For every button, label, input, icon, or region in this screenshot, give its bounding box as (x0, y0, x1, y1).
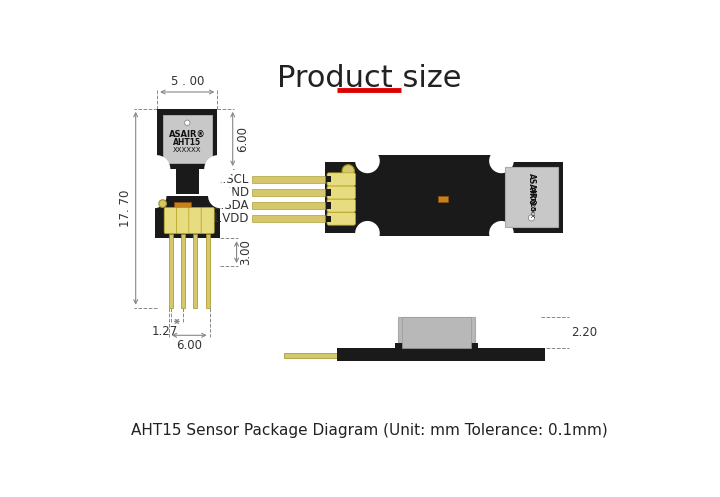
Circle shape (489, 149, 514, 173)
Bar (163, 115, 212, 163)
Bar (168, 235, 173, 308)
Text: AHT15: AHT15 (174, 138, 202, 147)
Text: ASAIR®: ASAIR® (169, 130, 206, 139)
Bar (365, 155, 504, 236)
Circle shape (355, 221, 379, 246)
Bar (326, 216, 330, 222)
Bar (325, 162, 372, 233)
Circle shape (142, 183, 166, 208)
Text: 2.SDA: 2.SDA (213, 199, 249, 212)
Circle shape (143, 155, 171, 183)
Bar (206, 235, 210, 308)
Bar (252, 175, 325, 183)
Bar (337, 347, 544, 361)
Bar (155, 196, 220, 238)
Bar (398, 317, 475, 347)
Text: Product size: Product size (276, 65, 462, 93)
Text: 3.00: 3.00 (240, 239, 253, 265)
FancyBboxPatch shape (201, 207, 215, 234)
Text: 17. 70: 17. 70 (119, 189, 132, 227)
FancyBboxPatch shape (327, 186, 356, 199)
Text: 1.VDD: 1.VDD (212, 212, 249, 225)
Bar (395, 343, 478, 361)
Circle shape (342, 165, 354, 177)
FancyBboxPatch shape (327, 173, 356, 186)
FancyBboxPatch shape (189, 207, 202, 234)
Text: 5 . 00: 5 . 00 (171, 75, 204, 88)
Text: 6.00: 6.00 (176, 339, 202, 352)
Circle shape (208, 183, 233, 208)
Bar (326, 176, 330, 182)
Bar (337, 347, 346, 360)
Bar (438, 196, 448, 202)
Text: ASAIR®: ASAIR® (527, 172, 536, 206)
Bar (402, 317, 472, 347)
FancyBboxPatch shape (176, 207, 189, 234)
Bar (326, 189, 330, 195)
FancyBboxPatch shape (164, 207, 177, 234)
Bar (174, 202, 191, 207)
Bar (252, 202, 325, 209)
Bar (284, 353, 338, 358)
FancyBboxPatch shape (327, 199, 356, 212)
Text: AHT15: AHT15 (528, 186, 534, 212)
Bar (505, 167, 558, 227)
Bar (252, 215, 325, 223)
Bar (252, 189, 325, 196)
Text: XXXXX: XXXXX (529, 197, 534, 219)
Bar (500, 162, 563, 233)
Bar (194, 235, 197, 308)
Text: 1.27: 1.27 (151, 326, 178, 338)
Text: 2.20: 2.20 (571, 326, 597, 339)
Text: 3.GND: 3.GND (211, 186, 249, 199)
Circle shape (528, 215, 534, 221)
Bar (176, 166, 199, 194)
Text: XXXXXX: XXXXXX (173, 147, 202, 153)
Circle shape (355, 149, 379, 173)
Text: AHT15 Sensor Package Diagram (Unit: mm Tolerance: 0.1mm): AHT15 Sensor Package Diagram (Unit: mm T… (130, 422, 608, 437)
Bar (157, 109, 217, 169)
Circle shape (184, 120, 190, 125)
FancyBboxPatch shape (327, 212, 356, 225)
Circle shape (204, 155, 232, 183)
Text: 6.00: 6.00 (235, 126, 249, 152)
Circle shape (159, 200, 166, 207)
Text: 4.SCL: 4.SCL (215, 173, 249, 186)
Bar (181, 235, 185, 308)
Bar (326, 202, 330, 209)
Circle shape (489, 221, 514, 246)
